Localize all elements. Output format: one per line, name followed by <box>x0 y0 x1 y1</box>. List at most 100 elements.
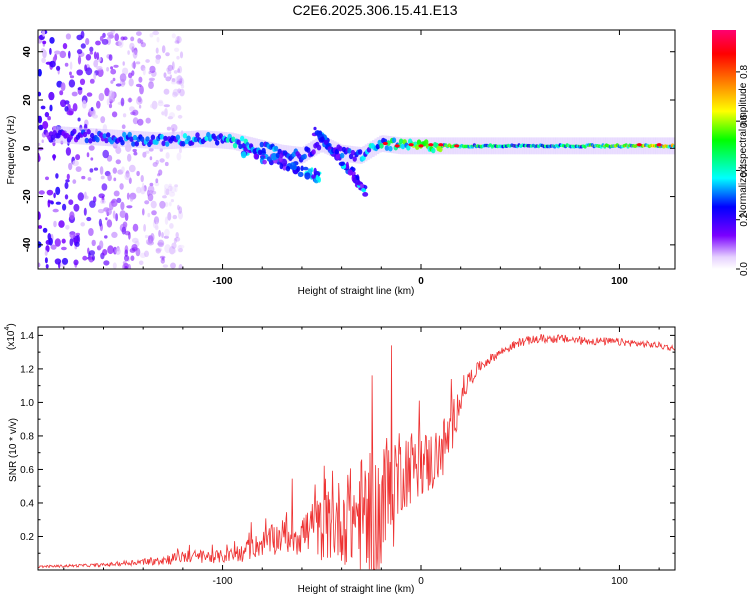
heatmap-cell <box>110 66 114 70</box>
heatmap-cell <box>167 211 172 221</box>
heatmap-cell <box>169 186 176 194</box>
heatmap-cell <box>54 258 62 265</box>
heatmap-cell <box>93 167 99 171</box>
heatmap-cell <box>77 117 81 122</box>
heatmap-cell <box>149 182 154 187</box>
heatmap-cell <box>106 219 113 228</box>
heatmap-cell <box>384 145 390 151</box>
heatmap-cell <box>178 78 183 83</box>
heatmap-cell <box>64 62 69 67</box>
heatmap-cell <box>274 143 277 160</box>
heatmap-cell <box>69 231 76 239</box>
heatmap-cell <box>168 246 176 255</box>
heatmap-cell <box>357 146 361 164</box>
heatmap-cell <box>108 103 113 109</box>
heatmap-cell <box>169 74 173 79</box>
heatmap-cell <box>42 40 47 45</box>
heatmap-cell <box>46 189 54 196</box>
heatmap-cell <box>88 250 95 256</box>
heatmap-cell <box>38 91 42 97</box>
heatmap-cell <box>393 136 396 154</box>
y-tick-label: 20 <box>22 94 33 106</box>
heatmap-cell <box>135 247 141 257</box>
snr-plot-area <box>38 327 675 570</box>
heatmap-cell <box>66 173 70 180</box>
heatmap-cell <box>121 81 126 86</box>
heatmap-cell <box>106 32 114 37</box>
heatmap-cell <box>157 173 161 177</box>
heatmap-cell <box>65 224 70 230</box>
heatmap-cell <box>338 145 343 152</box>
heatmap-cell <box>61 246 67 251</box>
heatmap-cell <box>165 188 170 196</box>
heatmap-cell <box>106 98 110 106</box>
heatmap-cell <box>38 225 43 229</box>
heatmap-cell <box>60 82 66 91</box>
heatmap-cell <box>155 178 159 184</box>
heatmap-cell <box>418 144 424 148</box>
heatmap-cell <box>310 141 313 159</box>
heatmap-cell <box>150 134 156 141</box>
heatmap-cell <box>144 200 150 205</box>
heatmap-cell <box>42 30 45 37</box>
heatmap-cell <box>379 143 384 149</box>
heatmap-cell <box>148 77 155 82</box>
heatmap-cell <box>157 242 164 246</box>
heatmap-cell <box>101 183 108 191</box>
heatmap-cell <box>124 173 131 181</box>
heatmap-cell <box>241 142 247 149</box>
heatmap-cell <box>306 147 311 153</box>
heatmap-cell <box>140 175 144 183</box>
heatmap-cell <box>163 104 170 108</box>
heatmap-cell <box>304 172 311 180</box>
heatmap-cell <box>147 193 154 202</box>
snr-y-tick-label: 1.4 <box>20 331 34 342</box>
heatmap-cell <box>143 224 147 232</box>
heatmap-cell <box>177 68 181 73</box>
heatmap-cell <box>69 238 74 247</box>
heatmap-cell <box>300 165 304 172</box>
x-tick-label: 0 <box>418 276 424 287</box>
heatmap-cell <box>122 61 125 66</box>
y-tick-label: 40 <box>22 46 33 58</box>
heatmap-cell <box>171 78 176 83</box>
heatmap-cell <box>54 50 61 55</box>
heatmap-cell <box>38 211 41 221</box>
heatmap-cell <box>42 49 47 59</box>
heatmap-cell <box>104 87 110 97</box>
heatmap-cell <box>138 260 144 266</box>
heatmap-cell <box>140 42 146 48</box>
heatmap-cell <box>302 153 307 160</box>
heatmap-cell <box>151 210 157 216</box>
heatmap-cell <box>115 146 122 154</box>
heatmap-cell <box>173 70 178 74</box>
heatmap-cell <box>113 64 119 68</box>
heatmap-cell <box>391 137 397 143</box>
heatmap-cell <box>112 210 116 219</box>
heatmap-cell <box>431 147 436 154</box>
heatmap-cell <box>142 208 145 216</box>
heatmap-cell <box>260 155 264 160</box>
heatmap-cell <box>49 104 53 112</box>
heatmap-cell <box>164 161 169 167</box>
heatmap-cell <box>138 104 142 109</box>
heatmap-cell <box>49 60 56 68</box>
snr-series-line <box>38 334 675 570</box>
heatmap-cell <box>350 149 356 156</box>
heatmap-cell <box>41 57 46 63</box>
heatmap-cell <box>38 68 42 77</box>
snr-y-tick-label: 1.0 <box>20 398 34 409</box>
heatmap-cell <box>177 88 182 94</box>
heatmap-cell <box>127 50 130 55</box>
heatmap-cell <box>120 97 125 107</box>
heatmap-cell <box>334 148 340 155</box>
heatmap-cell <box>159 200 166 209</box>
heatmap-cell <box>102 133 107 139</box>
heatmap-cell <box>159 255 166 259</box>
heatmap-cell <box>127 131 132 138</box>
colorbar-tick-label: 0.8 <box>739 64 750 78</box>
heatmap-cell <box>80 30 85 39</box>
snr-scale-label: (x104) <box>4 323 17 350</box>
heatmap-cell <box>305 144 308 162</box>
heatmap-cell <box>178 210 183 220</box>
